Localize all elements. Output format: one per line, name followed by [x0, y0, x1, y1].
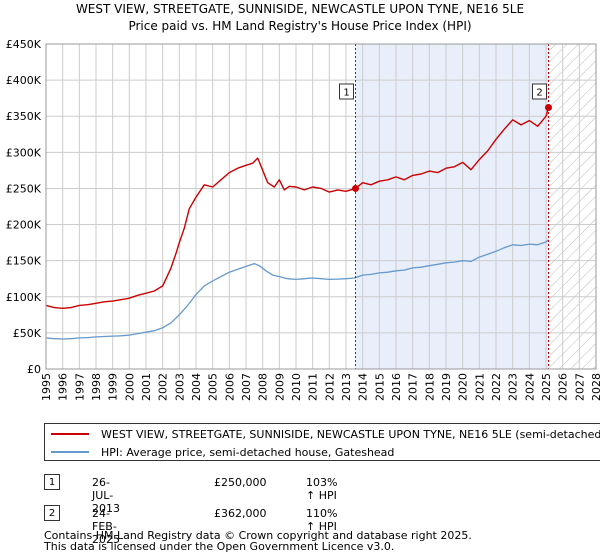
- x-tick-label: 2003: [173, 373, 186, 401]
- x-tick-label: 1998: [90, 373, 103, 401]
- footer-line-1: Contains HM Land Registry data © Crown c…: [44, 529, 472, 542]
- footer-line-2: This data is licensed under the Open Gov…: [44, 540, 395, 553]
- legend-swatch-hpi: [51, 451, 89, 453]
- x-tick-label: 2008: [257, 373, 270, 401]
- x-tick-label: 2018: [423, 373, 436, 401]
- x-tick-label: 2000: [123, 373, 136, 401]
- y-tick-label: £0: [27, 363, 41, 376]
- y-tick-label: £50K: [13, 327, 42, 340]
- y-tick-label: £150K: [6, 255, 42, 268]
- legend-label-property: WEST VIEW, STREETGATE, SUNNISIDE, NEWCAS…: [101, 427, 600, 441]
- legend-swatch-property: [51, 433, 89, 435]
- footer: Contains HM Land Registry data © Crown c…: [44, 530, 472, 552]
- legend-label-hpi: HPI: Average price, semi-detached house,…: [101, 445, 395, 459]
- x-tick-label: 2002: [157, 373, 170, 401]
- x-tick-label: 2013: [340, 373, 353, 401]
- x-tick-label: 2005: [207, 373, 220, 401]
- y-tick-label: £350K: [6, 110, 42, 123]
- sale-hpi-change: 110% ↑ HPI: [306, 507, 338, 533]
- x-tick-label: 2004: [190, 373, 203, 401]
- x-tick-label: 2017: [407, 373, 420, 401]
- y-tick-label: £250K: [6, 182, 42, 195]
- y-tick-label: £450K: [6, 38, 42, 51]
- x-tick-label: 2006: [223, 373, 236, 401]
- price-chart: 1 2 £0 £50K £100K £150K £200K £250K £300K £350K £…: [6, 38, 600, 401]
- title-line-2: Price paid vs. HM Land Registry's House …: [128, 19, 472, 33]
- legend-item-hpi: HPI: Average price, semi-detached house,…: [51, 444, 394, 460]
- x-tick-label: 1996: [57, 373, 70, 401]
- x-tick-label: 1999: [107, 373, 120, 401]
- x-tick-label: 2024: [523, 373, 536, 401]
- legend-item-property: WEST VIEW, STREETGATE, SUNNISIDE, NEWCAS…: [51, 426, 600, 442]
- sale-date: 26-JUL-2013: [92, 476, 120, 515]
- ownership-shade: [355, 44, 549, 369]
- sale-point: [545, 104, 552, 112]
- x-tick-label: 2012: [323, 373, 336, 401]
- sale-point: [352, 184, 359, 192]
- x-tick-label: 2009: [273, 373, 286, 401]
- x-tick-label: 2011: [307, 373, 320, 401]
- chart-title: WEST VIEW, STREETGATE, SUNNISIDE, NEWCAS…: [0, 1, 600, 35]
- x-tick-label: 2027: [573, 373, 586, 401]
- sale-marker-box: 1: [44, 474, 60, 490]
- x-tick-label: 2016: [390, 373, 403, 401]
- x-tick-label: 1995: [40, 373, 53, 401]
- x-tick-label: 2025: [540, 373, 553, 401]
- sale-marker-label: 2: [536, 88, 542, 99]
- sale-price: £362,000: [214, 507, 267, 520]
- y-tick-label: £200K: [6, 219, 42, 232]
- x-tick-label: 2001: [140, 373, 153, 401]
- legend: WEST VIEW, STREETGATE, SUNNISIDE, NEWCAS…: [44, 423, 600, 461]
- future-hatch: [548, 44, 596, 369]
- x-tick-label: 2014: [357, 373, 370, 401]
- sale-marker-label: 1: [343, 88, 349, 99]
- property-price-line: [45, 107, 550, 309]
- x-tick-label: 2010: [290, 373, 303, 401]
- x-tick-label: 2007: [240, 373, 253, 401]
- x-tick-label: 2028: [590, 373, 600, 401]
- sale-date: 24-FEB-2025: [92, 507, 120, 546]
- y-tick-label: £100K: [6, 291, 42, 304]
- sale-marker-label-box: [339, 83, 354, 100]
- y-tick-label: £300K: [6, 146, 42, 159]
- sale-marker-label-box: [532, 83, 547, 100]
- x-tick-label: 1997: [73, 373, 86, 401]
- x-tick-label: 2023: [507, 373, 520, 401]
- x-tick-label: 2015: [373, 373, 386, 401]
- x-tick-label: 2026: [557, 373, 570, 401]
- sale-hpi-change: 103% ↑ HPI: [306, 476, 338, 502]
- title-line-1: WEST VIEW, STREETGATE, SUNNISIDE, NEWCAS…: [75, 2, 525, 16]
- y-tick-label: £400K: [6, 74, 42, 87]
- x-tick-label: 2019: [440, 373, 453, 401]
- hpi-line: [45, 239, 549, 340]
- x-tick-label: 2020: [457, 373, 470, 401]
- x-tick-label: 2022: [490, 373, 503, 401]
- plot-frame: [45, 43, 597, 370]
- sale-price: £250,000: [214, 476, 267, 489]
- x-tick-label: 2021: [473, 373, 486, 401]
- sale-marker-box: 2: [44, 505, 60, 521]
